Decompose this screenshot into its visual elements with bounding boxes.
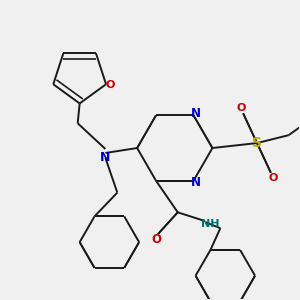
Text: N: N	[190, 107, 201, 120]
Text: N: N	[100, 152, 111, 164]
Text: NH: NH	[201, 219, 220, 229]
Text: N: N	[190, 176, 201, 189]
Text: S: S	[252, 136, 262, 150]
Text: O: O	[151, 232, 161, 246]
Text: O: O	[236, 103, 246, 113]
Text: O: O	[105, 80, 115, 90]
Text: O: O	[268, 173, 278, 183]
